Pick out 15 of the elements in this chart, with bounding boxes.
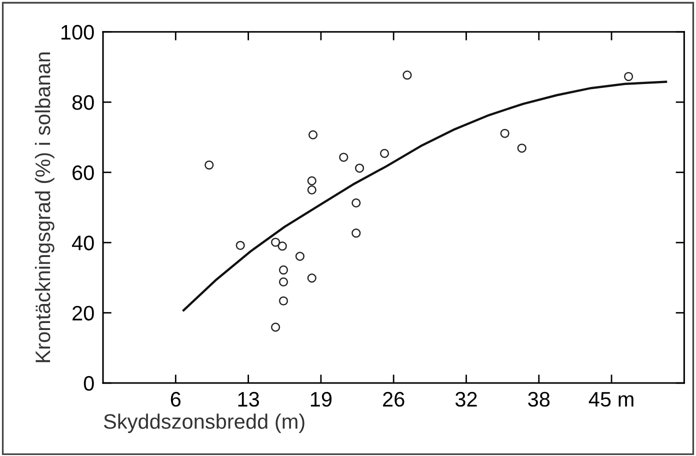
y-tick-label: 60 [72, 165, 94, 180]
y-tick-label: 80 [72, 95, 94, 110]
y-tick-label: 20 [72, 306, 94, 321]
x-axis-title: Skyddszonsbredd (m) [104, 414, 304, 433]
x-tick-label: 45 m [588, 392, 634, 407]
x-tick-label: 32 [455, 392, 477, 407]
x-tick-label: 26 [383, 392, 404, 407]
y-tick-label: 0 [84, 376, 94, 391]
y-tick-label: 40 [72, 236, 94, 250]
y-axis-title: Krontäckningsgrad (%) i solbanan [34, 52, 54, 362]
x-tick-label: 19 [310, 392, 332, 407]
x-tick-label: 38 [528, 392, 550, 407]
y-tick-label: 100 [62, 24, 94, 40]
x-tick-label: 6 [170, 392, 181, 407]
x-tick-label: 13 [238, 392, 259, 407]
